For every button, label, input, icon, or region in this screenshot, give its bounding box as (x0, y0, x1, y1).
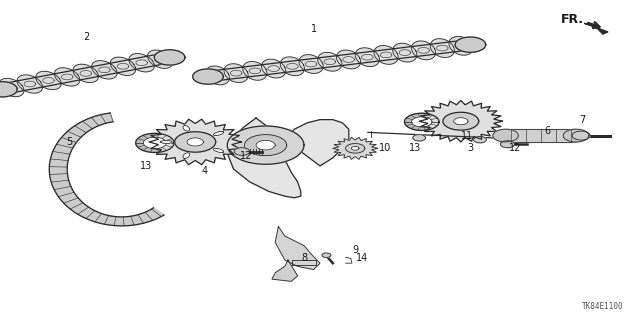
Polygon shape (110, 57, 136, 76)
Polygon shape (256, 140, 275, 150)
Polygon shape (430, 39, 454, 57)
Text: 14: 14 (355, 253, 368, 263)
Polygon shape (183, 125, 189, 131)
Polygon shape (129, 54, 154, 72)
Polygon shape (148, 50, 173, 68)
Polygon shape (92, 61, 117, 79)
Polygon shape (193, 69, 223, 84)
Polygon shape (244, 135, 287, 156)
Circle shape (234, 148, 250, 155)
Polygon shape (136, 133, 174, 152)
Text: FR.: FR. (561, 13, 584, 26)
Polygon shape (275, 226, 320, 270)
Polygon shape (404, 113, 439, 130)
Text: 5: 5 (66, 137, 72, 147)
Text: 11: 11 (461, 130, 474, 141)
Polygon shape (317, 52, 342, 71)
Text: 10: 10 (378, 143, 391, 153)
Polygon shape (337, 50, 360, 69)
Polygon shape (280, 57, 305, 76)
Text: 9: 9 (352, 245, 358, 256)
Circle shape (500, 141, 515, 148)
Polygon shape (272, 260, 298, 281)
Polygon shape (355, 48, 380, 67)
Text: 8: 8 (301, 253, 307, 263)
Polygon shape (262, 59, 285, 78)
Circle shape (413, 135, 426, 141)
Text: 7: 7 (579, 115, 586, 125)
Polygon shape (36, 71, 61, 90)
Polygon shape (393, 43, 417, 62)
Polygon shape (449, 36, 473, 55)
Polygon shape (149, 119, 241, 165)
Polygon shape (154, 50, 185, 65)
Polygon shape (455, 37, 486, 52)
Circle shape (563, 129, 589, 142)
Polygon shape (506, 129, 576, 142)
Text: 1: 1 (310, 24, 317, 34)
Polygon shape (374, 46, 398, 64)
Polygon shape (187, 138, 204, 146)
Polygon shape (214, 131, 223, 136)
Text: 13: 13 (408, 143, 421, 153)
Polygon shape (243, 62, 267, 80)
Polygon shape (412, 117, 432, 127)
Polygon shape (454, 118, 468, 125)
Circle shape (322, 253, 331, 257)
Polygon shape (412, 41, 436, 60)
Polygon shape (205, 66, 229, 85)
Polygon shape (17, 75, 43, 93)
Text: 12: 12 (240, 151, 253, 161)
Polygon shape (224, 64, 248, 83)
Polygon shape (143, 137, 166, 149)
Polygon shape (54, 68, 80, 86)
Polygon shape (346, 144, 365, 153)
Circle shape (493, 129, 518, 142)
Polygon shape (175, 132, 216, 152)
Polygon shape (351, 146, 359, 150)
Circle shape (474, 137, 486, 143)
Polygon shape (333, 137, 378, 159)
Text: 4: 4 (202, 166, 208, 176)
Text: 6: 6 (544, 126, 550, 136)
Text: 2: 2 (83, 32, 90, 42)
Polygon shape (49, 113, 164, 226)
Polygon shape (0, 78, 24, 97)
Polygon shape (183, 153, 189, 159)
Polygon shape (73, 64, 99, 83)
Polygon shape (299, 55, 323, 73)
Text: 3: 3 (467, 143, 474, 153)
Polygon shape (214, 148, 223, 152)
Polygon shape (419, 100, 502, 142)
Polygon shape (443, 112, 479, 130)
Text: TK84E1100: TK84E1100 (582, 302, 624, 311)
Polygon shape (572, 131, 590, 140)
Text: 12: 12 (509, 143, 522, 153)
Polygon shape (227, 126, 304, 164)
Polygon shape (0, 82, 17, 97)
Text: 13: 13 (140, 161, 152, 171)
Polygon shape (161, 140, 172, 144)
Polygon shape (227, 118, 349, 198)
Polygon shape (584, 23, 608, 34)
